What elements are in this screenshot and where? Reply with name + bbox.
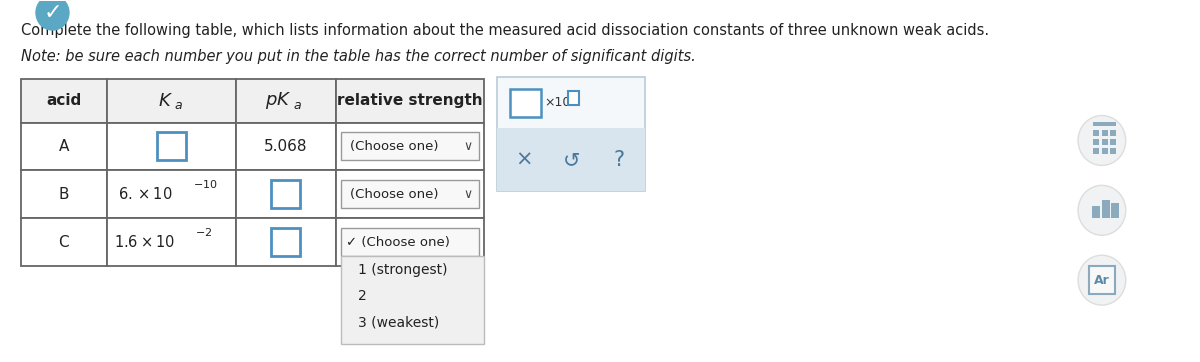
Bar xyxy=(336,79,484,122)
Text: $K$: $K$ xyxy=(158,92,173,110)
Bar xyxy=(20,171,107,218)
Bar xyxy=(1102,148,1108,155)
Bar xyxy=(336,122,484,171)
Bar xyxy=(341,228,479,256)
Text: acid: acid xyxy=(47,93,82,108)
Bar xyxy=(1102,200,1110,218)
Text: (Choose one): (Choose one) xyxy=(350,140,439,153)
Text: ↺: ↺ xyxy=(563,150,581,170)
Bar xyxy=(1110,148,1116,155)
Bar xyxy=(1092,206,1100,218)
Circle shape xyxy=(1078,115,1126,165)
Text: 3 (weakest): 3 (weakest) xyxy=(358,315,439,329)
Text: 2: 2 xyxy=(358,289,366,303)
Bar xyxy=(497,129,644,191)
Text: Ar: Ar xyxy=(1094,274,1110,287)
Bar xyxy=(235,218,336,266)
Text: ✓: ✓ xyxy=(43,3,61,23)
Bar xyxy=(336,171,484,218)
Text: $6.\times10$: $6.\times10$ xyxy=(119,186,173,202)
Bar xyxy=(497,77,644,191)
Bar xyxy=(1093,139,1099,146)
Bar xyxy=(1110,139,1116,146)
Text: ∨: ∨ xyxy=(463,188,472,201)
Text: ∨: ∨ xyxy=(463,140,472,153)
Bar xyxy=(235,122,336,171)
Bar xyxy=(1093,148,1099,155)
Bar xyxy=(341,256,484,344)
Text: $1.6\times10$: $1.6\times10$ xyxy=(114,234,175,250)
Bar xyxy=(1088,266,1115,294)
Text: $\mathit{p}K$: $\mathit{p}K$ xyxy=(265,90,292,111)
Text: ×10: ×10 xyxy=(545,96,571,109)
Bar xyxy=(271,228,300,256)
Text: Note: be sure each number you put in the table has the correct number of signifi: Note: be sure each number you put in the… xyxy=(20,49,696,64)
Text: ?: ? xyxy=(613,150,625,170)
Bar xyxy=(157,132,186,160)
Text: (Choose one): (Choose one) xyxy=(350,188,439,201)
Bar xyxy=(497,129,644,191)
Bar xyxy=(1093,130,1099,136)
Bar xyxy=(20,122,107,171)
Circle shape xyxy=(35,0,70,31)
Bar xyxy=(1110,130,1116,136)
Text: ×: × xyxy=(515,150,533,170)
Bar xyxy=(341,180,479,208)
Text: 5.068: 5.068 xyxy=(264,139,307,154)
Text: C: C xyxy=(59,235,70,250)
Bar xyxy=(107,122,235,171)
Text: $a$: $a$ xyxy=(293,99,301,112)
Text: relative strength: relative strength xyxy=(337,93,482,108)
Text: $-10$: $-10$ xyxy=(193,178,217,190)
Bar xyxy=(107,79,235,122)
Bar xyxy=(1102,130,1108,136)
Text: Complete the following table, which lists information about the measured acid di: Complete the following table, which list… xyxy=(20,23,989,38)
Bar xyxy=(235,79,336,122)
Circle shape xyxy=(1078,185,1126,235)
Bar xyxy=(568,90,580,105)
Bar xyxy=(1102,139,1108,146)
Text: A: A xyxy=(59,139,70,154)
Bar xyxy=(510,89,541,117)
Bar xyxy=(1093,122,1116,126)
Text: ✓ (Choose one): ✓ (Choose one) xyxy=(347,236,450,249)
Text: B: B xyxy=(59,187,70,202)
Bar xyxy=(1111,203,1120,218)
Bar xyxy=(341,132,479,160)
Bar xyxy=(107,218,235,266)
Bar xyxy=(271,180,300,208)
Bar xyxy=(107,171,235,218)
Text: $-2$: $-2$ xyxy=(194,226,212,238)
Circle shape xyxy=(1078,255,1126,305)
Bar xyxy=(235,171,336,218)
Bar xyxy=(20,79,107,122)
Bar xyxy=(336,218,484,266)
Text: $a$: $a$ xyxy=(174,99,184,112)
Text: 1 (strongest): 1 (strongest) xyxy=(358,263,448,277)
Bar xyxy=(20,218,107,266)
